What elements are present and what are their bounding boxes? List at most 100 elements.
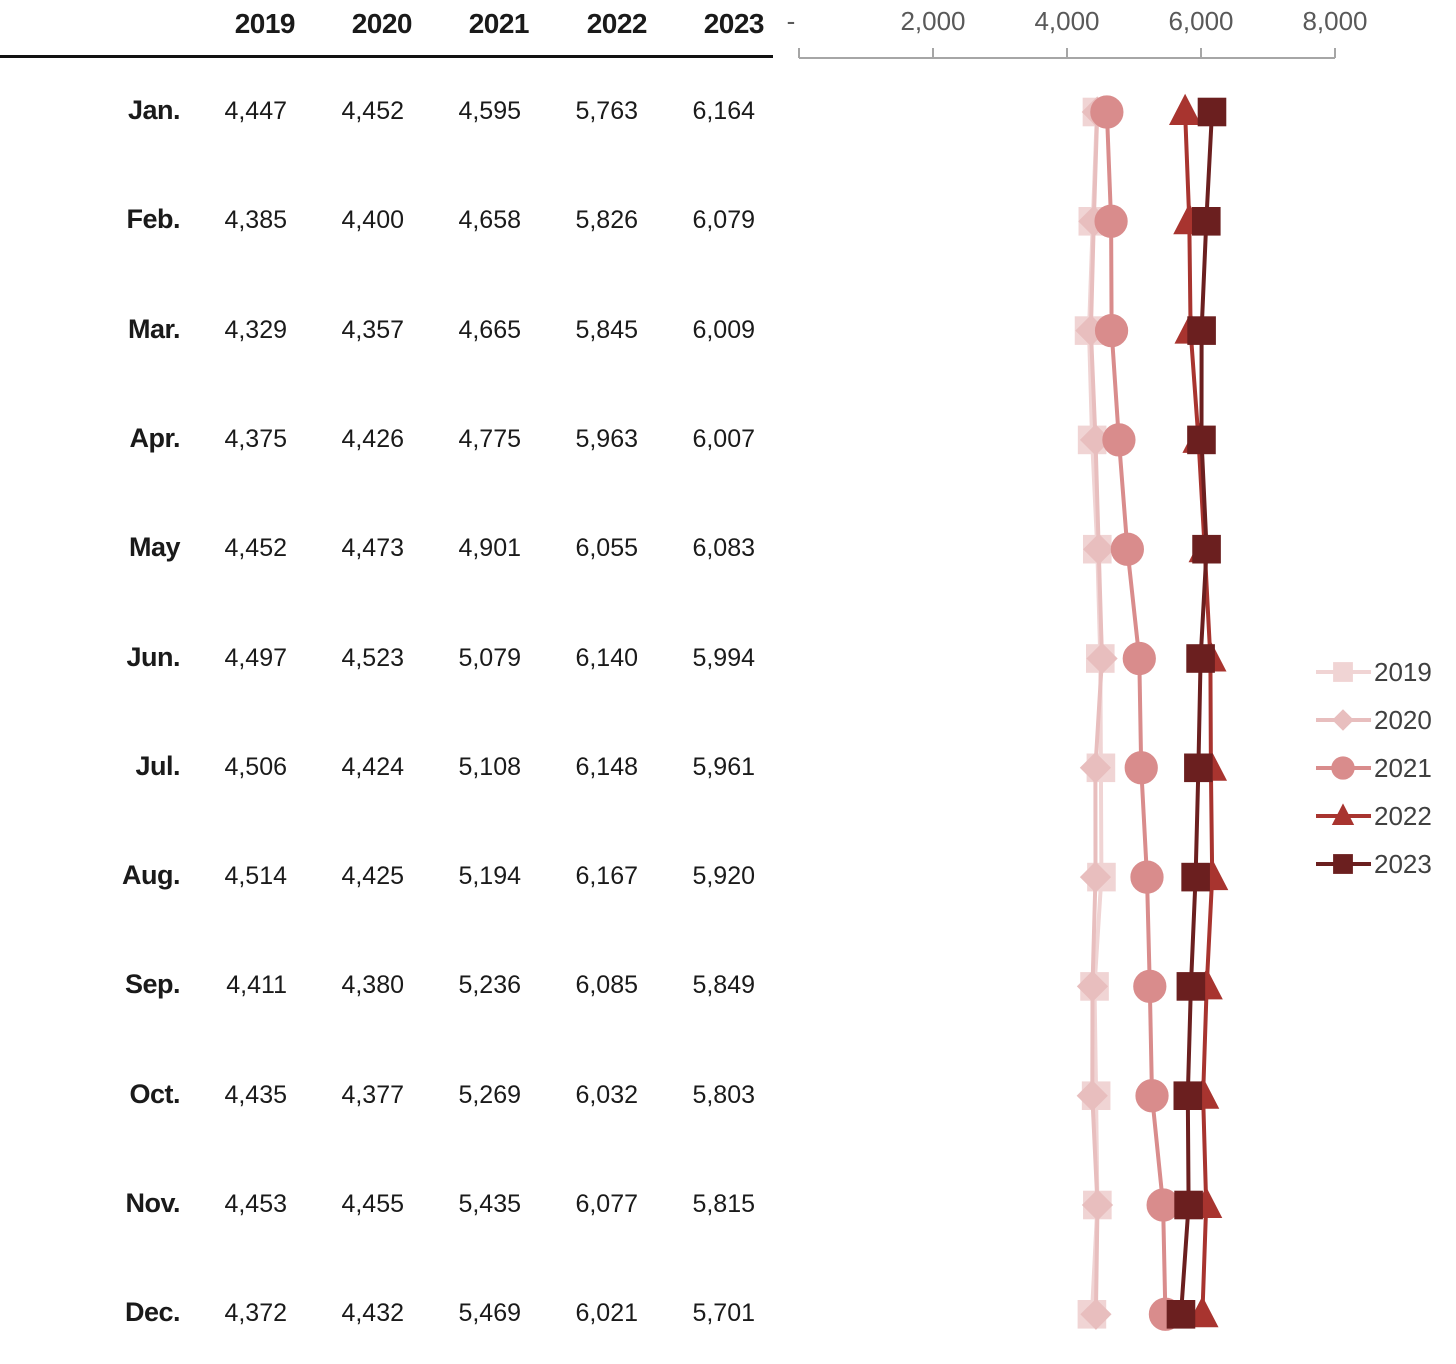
row-label: Aug.	[122, 860, 181, 891]
square-marker	[1187, 316, 1216, 345]
row-label: Jun.	[126, 641, 180, 672]
table-cell: 6,007	[692, 424, 755, 453]
triangle-marker	[1331, 803, 1355, 825]
diamond-marker	[1332, 709, 1354, 731]
row-label: Apr.	[129, 422, 180, 453]
table-cell: 5,826	[575, 206, 638, 235]
table-cell: 4,523	[341, 643, 404, 672]
table-cell: 6,140	[575, 643, 638, 672]
row-label: Sep.	[124, 969, 181, 1000]
legend: 2019 2020 2021 2022 2023	[1316, 657, 1432, 879]
square-marker	[1174, 1190, 1203, 1220]
table-cell: 4,385	[224, 206, 287, 235]
column-header-2023: 2023	[703, 8, 765, 39]
table-cell: 5,845	[575, 315, 638, 344]
circle-marker	[1094, 204, 1128, 238]
square-marker	[1192, 534, 1221, 564]
diamond-marker	[1076, 1080, 1108, 1112]
x-tick-label: 2,000	[900, 6, 965, 36]
legend-item-2023: 2023	[1316, 849, 1432, 879]
diamond-marker	[1081, 1189, 1114, 1221]
table-cell: 4,775	[458, 424, 521, 453]
square-marker	[1197, 97, 1227, 127]
diamond-marker	[1075, 315, 1107, 347]
table-cell: 4,452	[341, 97, 404, 125]
legend-label: 2019	[1374, 657, 1432, 687]
x-tick-label: 4,000	[1034, 6, 1099, 36]
table-cell: 4,452	[224, 534, 287, 563]
table-cell: 4,473	[341, 534, 404, 563]
series-line-2021	[1104, 111, 1168, 1315]
x-tick-label: -	[787, 6, 796, 36]
square-marker	[1176, 972, 1206, 1001]
legend-item-2021: 2021	[1316, 753, 1432, 783]
row-label: Feb.	[126, 204, 180, 235]
column-header-2022: 2022	[586, 8, 648, 39]
table-cell: 4,426	[341, 424, 404, 453]
circle-marker	[1102, 423, 1136, 457]
row-label: Dec.	[124, 1297, 181, 1328]
legend-label: 2022	[1374, 801, 1432, 831]
diamond-marker	[1076, 970, 1109, 1002]
triangle-marker	[1169, 93, 1202, 125]
row-label: Nov.	[125, 1188, 180, 1218]
table-cell: 5,469	[458, 1299, 521, 1328]
table-cell: 6,009	[692, 315, 755, 344]
table-cell: 5,108	[458, 752, 521, 781]
table-cell: 5,269	[458, 1080, 521, 1109]
table-cell: 4,453	[224, 1190, 287, 1218]
square-marker	[1184, 753, 1213, 783]
table-cell: 6,164	[692, 97, 755, 125]
table-cell: 5,701	[692, 1299, 755, 1328]
table-cell: 4,432	[341, 1299, 404, 1328]
row-label: Oct.	[129, 1078, 180, 1109]
square-marker	[1173, 1081, 1203, 1110]
square-marker	[1181, 862, 1210, 892]
column-header-2019: 2019	[234, 8, 296, 39]
row-label: Mar.	[127, 313, 181, 344]
table-cell: 4,455	[341, 1190, 404, 1218]
table-cell: 5,920	[692, 862, 755, 891]
table-cell: 5,994	[692, 643, 755, 672]
legend-item-2020: 2020	[1316, 705, 1432, 735]
diamond-marker	[1080, 1298, 1112, 1330]
x-axis: - 2,000 4,000 6,000 8,000	[787, 6, 1368, 59]
square-marker	[1187, 425, 1216, 455]
table-cell: 4,901	[458, 534, 521, 563]
header-rule	[0, 55, 773, 58]
table-cell: 4,329	[224, 315, 287, 344]
series-2021	[1090, 95, 1183, 1331]
table-cell: 5,803	[692, 1080, 755, 1109]
diamond-marker	[1078, 205, 1110, 237]
legend-item-2019: 2019	[1316, 657, 1432, 687]
square-marker	[1186, 644, 1215, 673]
x-tick-label: 6,000	[1168, 6, 1233, 36]
table-cell: 6,077	[575, 1190, 638, 1218]
table-cell: 4,357	[341, 315, 404, 344]
series-line-2023	[1179, 111, 1214, 1315]
legend-label: 2020	[1374, 705, 1432, 735]
table-cell: 5,849	[692, 971, 755, 1000]
circle-marker	[1094, 313, 1129, 348]
table-cell: 5,763	[575, 97, 638, 125]
table-cell: 6,032	[575, 1080, 638, 1109]
table-cell: 5,961	[692, 752, 755, 781]
diamond-marker	[1079, 861, 1112, 893]
circle-marker	[1090, 95, 1124, 129]
table-cell: 4,506	[224, 752, 287, 781]
table-cell: 4,375	[224, 424, 287, 453]
x-tick-label: 8,000	[1302, 6, 1367, 36]
table-cell: 5,815	[692, 1190, 755, 1218]
table-cell: 6,167	[575, 862, 638, 891]
table-cell: 4,435	[224, 1080, 287, 1109]
series-line-2022	[1183, 111, 1215, 1315]
table-cell: 4,658	[458, 206, 521, 235]
table-cell: 5,236	[458, 971, 521, 1000]
table-cell: 6,079	[692, 206, 755, 235]
legend-label: 2023	[1374, 849, 1432, 879]
square-marker	[1191, 207, 1221, 236]
column-header-2020: 2020	[351, 8, 413, 39]
legend-item-2022: 2022	[1316, 801, 1432, 831]
square-marker	[1333, 854, 1353, 874]
table-cell: 6,148	[575, 752, 638, 781]
